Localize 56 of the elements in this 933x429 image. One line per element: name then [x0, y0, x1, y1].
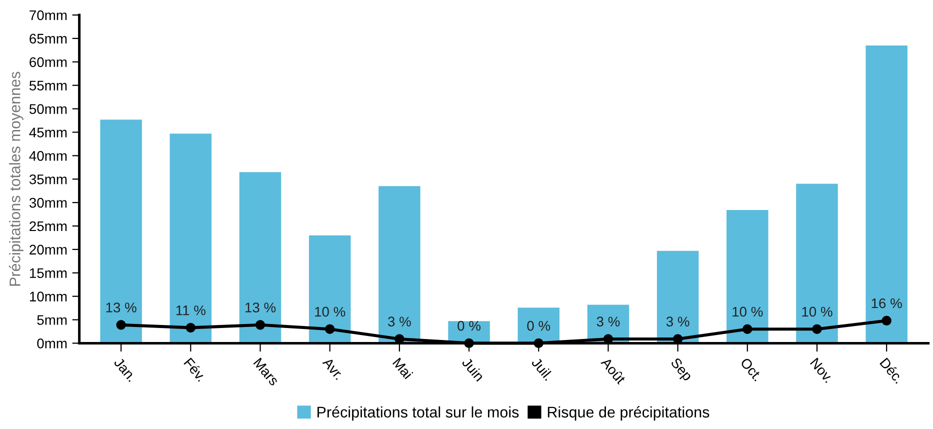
data-label: 16 %: [872, 298, 902, 308]
bar: [796, 184, 838, 344]
y-tick-label: 45mm: [29, 128, 67, 138]
legend-label: Précipitations total sur le mois: [318, 406, 519, 421]
y-tick-label: 5mm: [37, 315, 67, 325]
data-label: 10 %: [315, 306, 346, 317]
x-tick-label: Juil.: [530, 356, 554, 381]
x-tick-label: Sep: [668, 357, 694, 384]
bar: [866, 45, 908, 344]
y-tick-label: 55mm: [29, 80, 67, 91]
bar: [726, 210, 768, 344]
bar: [656, 250, 699, 344]
point: [255, 320, 266, 330]
point: [812, 324, 822, 334]
bar: [308, 235, 351, 344]
y-tick-label: 0mm: [37, 338, 67, 348]
bar: [170, 134, 212, 344]
point: [882, 316, 892, 326]
y-tick-label: 70mm: [30, 10, 67, 20]
y-tick-label: 40mm: [29, 151, 67, 161]
point: [534, 338, 544, 348]
point: [186, 322, 196, 333]
y-tick-label: 35mm: [29, 174, 67, 184]
x-tick-label: Mai: [392, 357, 414, 380]
y-tick-label: 15mm: [30, 268, 67, 278]
point: [464, 338, 474, 348]
bar: [100, 120, 142, 344]
point: [324, 324, 335, 334]
data-label: 0 %: [458, 320, 480, 331]
point: [116, 320, 126, 330]
legend-label: Risque de précipitations: [548, 406, 710, 421]
point: [742, 324, 752, 334]
y-axis-title: Précipitations totales moyennes: [8, 72, 24, 286]
data-label: 3 %: [666, 316, 690, 327]
bar: [518, 308, 560, 344]
y-tick-label: 60mm: [30, 57, 67, 68]
data-label: 3 %: [388, 316, 411, 327]
x-tick-label: Avr.: [322, 356, 344, 380]
bar: [239, 172, 282, 344]
data-label: 0 %: [527, 320, 550, 331]
data-label: 10 %: [802, 306, 832, 317]
y-tick-label: 20mm: [30, 244, 67, 255]
x-tick-label: Jan.: [113, 356, 137, 382]
bar: [378, 186, 420, 344]
x-tick-label: Oct.: [740, 357, 763, 382]
y-tick-label: 50mm: [29, 104, 67, 114]
data-label: 3 %: [596, 316, 620, 327]
data-label: 11 %: [176, 305, 206, 316]
y-tick-label: 25mm: [30, 221, 67, 232]
data-label: 13 %: [245, 302, 276, 312]
data-label: 13 %: [106, 302, 136, 312]
y-tick-label: 30mm: [29, 198, 67, 208]
x-tick-label: Juin: [461, 356, 485, 382]
data-label: 10 %: [732, 306, 763, 317]
y-tick-label: 65mm: [30, 34, 67, 44]
y-tick-label: 10mm: [30, 292, 67, 302]
